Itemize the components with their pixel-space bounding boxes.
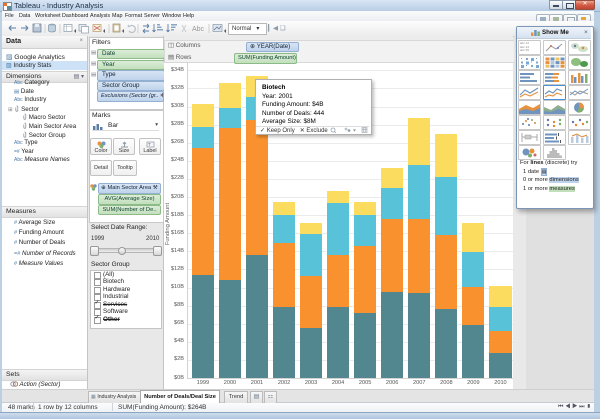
svg-text:T: T (148, 142, 151, 147)
svg-text:Abc: Abc (192, 26, 205, 33)
